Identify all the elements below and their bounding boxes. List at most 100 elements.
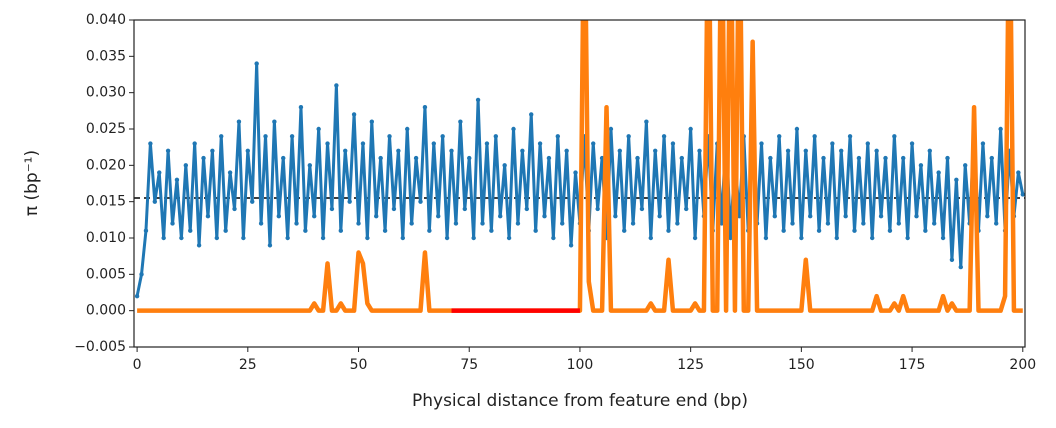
- data-point: [537, 141, 543, 146]
- data-point: [1020, 192, 1025, 197]
- data-point: [909, 141, 915, 146]
- data-point: [289, 134, 295, 139]
- data-point: [405, 126, 410, 132]
- data-point: [453, 221, 459, 226]
- data-point: [812, 134, 817, 139]
- data-point: [241, 235, 246, 241]
- data-point: [785, 148, 791, 153]
- data-point: [272, 119, 277, 124]
- data-point: [467, 155, 472, 161]
- data-point: [542, 214, 547, 219]
- y-tick-label: 0.040: [86, 12, 126, 28]
- data-point: [958, 264, 963, 270]
- data-point: [276, 214, 282, 219]
- data-point: [493, 134, 499, 139]
- data-point: [471, 235, 476, 241]
- data-point: [254, 61, 259, 66]
- data-point: [963, 163, 968, 168]
- data-point: [830, 141, 835, 146]
- data-point: [989, 155, 994, 161]
- data-point: [808, 214, 813, 219]
- x-tick-label: 75: [460, 357, 478, 373]
- data-point: [1016, 170, 1021, 175]
- y-tick-label: 0.010: [86, 230, 126, 246]
- data-point: [303, 228, 308, 233]
- data-point: [954, 177, 959, 183]
- data-point: [595, 206, 600, 212]
- data-point: [533, 228, 538, 233]
- data-point: [834, 235, 839, 241]
- data-point: [546, 155, 552, 161]
- x-tick-label: 25: [239, 357, 257, 373]
- data-point: [449, 148, 454, 153]
- data-point: [219, 134, 224, 139]
- data-point: [139, 272, 144, 277]
- data-point: [201, 155, 206, 161]
- y-tick-label: 0.035: [86, 48, 126, 64]
- data-point: [316, 126, 321, 132]
- y-tick-label: 0.015: [86, 194, 126, 210]
- data-point: [157, 170, 162, 175]
- data-point: [865, 141, 870, 146]
- data-point: [878, 214, 884, 219]
- data-point: [524, 206, 530, 212]
- data-point: [949, 257, 955, 262]
- data-point: [653, 148, 658, 153]
- data-point: [258, 221, 264, 226]
- data-point: [648, 235, 653, 241]
- data-point: [803, 148, 808, 153]
- data-point: [325, 141, 330, 146]
- x-axis-label: Physical distance from feature end (bp): [412, 391, 748, 411]
- x-tick-label: 125: [677, 357, 704, 373]
- data-point: [781, 228, 786, 233]
- data-point: [608, 126, 614, 132]
- data-point: [360, 141, 366, 146]
- data-point: [692, 235, 698, 241]
- data-point: [887, 228, 893, 233]
- data-point: [936, 170, 941, 175]
- y-tick-label: −0.005: [74, 339, 126, 355]
- data-point: [923, 228, 928, 233]
- data-point: [883, 155, 888, 161]
- data-point: [768, 155, 773, 161]
- data-point: [489, 228, 494, 233]
- data-point: [263, 134, 268, 139]
- data-point: [236, 119, 242, 124]
- data-point: [644, 119, 649, 124]
- data-point: [458, 119, 463, 124]
- data-point: [856, 155, 862, 161]
- data-point: [529, 112, 534, 117]
- y-tick-label: 0.025: [86, 121, 126, 137]
- data-point: [515, 221, 521, 226]
- data-point: [617, 148, 622, 153]
- data-point: [329, 206, 335, 212]
- data-point: [179, 235, 184, 241]
- data-point: [697, 148, 702, 153]
- data-point: [901, 155, 906, 161]
- data-point: [440, 134, 445, 139]
- data-point: [666, 228, 671, 233]
- x-tick-label: 100: [567, 357, 594, 373]
- data-point: [551, 235, 556, 241]
- data-point: [351, 112, 357, 117]
- data-point: [839, 148, 844, 153]
- data-point: [679, 155, 684, 161]
- data-point: [143, 228, 149, 233]
- data-point: [985, 214, 990, 219]
- data-point: [719, 221, 724, 226]
- data-point: [622, 228, 627, 233]
- data-point: [250, 199, 255, 204]
- data-point: [630, 221, 636, 226]
- data-point: [347, 199, 352, 204]
- data-point: [555, 134, 561, 139]
- data-point: [148, 141, 153, 146]
- plot-area: [134, 20, 1025, 313]
- data-point: [560, 221, 565, 226]
- data-point: [161, 235, 166, 241]
- data-point: [378, 155, 383, 161]
- data-point: [675, 221, 680, 226]
- data-point: [932, 221, 937, 226]
- data-point: [409, 221, 414, 226]
- data-point: [165, 148, 171, 153]
- data-point: [794, 126, 800, 132]
